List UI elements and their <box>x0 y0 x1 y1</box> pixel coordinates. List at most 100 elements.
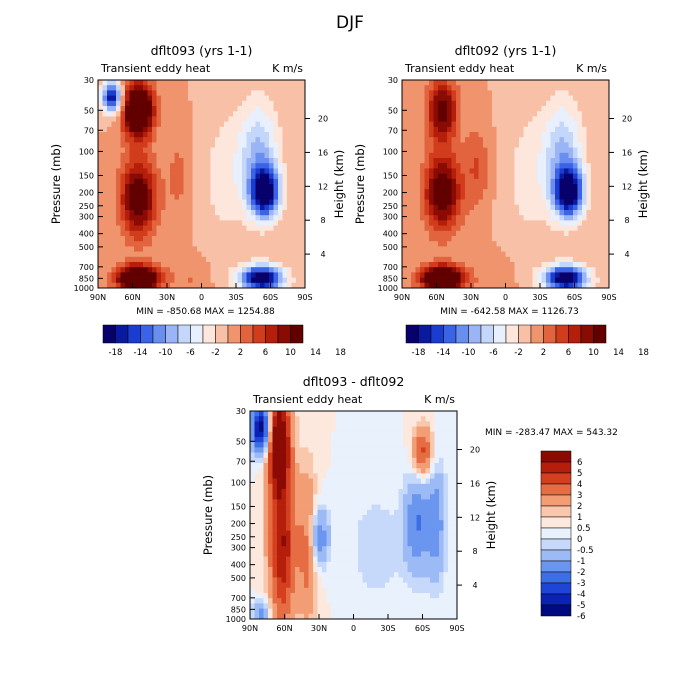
heatmap-cell <box>537 126 542 133</box>
stats-label: MIN = -642.58 MAX = 1126.73 <box>440 307 579 317</box>
heatmap-cell <box>429 225 434 232</box>
heatmap-cell <box>487 184 493 190</box>
heatmap-cell <box>206 168 211 174</box>
heatmap-cell <box>358 494 363 500</box>
heatmap-cell <box>246 147 252 154</box>
heatmap-cell <box>206 282 211 289</box>
heatmap-cell <box>219 85 225 91</box>
heatmap-cell <box>433 225 439 232</box>
heatmap-cell <box>385 515 390 521</box>
heatmap-cell <box>340 478 345 485</box>
heatmap-cell <box>510 100 515 107</box>
heatmap-cell <box>501 272 506 278</box>
heatmap-cell <box>451 282 457 289</box>
heatmap-cell <box>174 100 180 107</box>
heatmap-cell <box>107 282 112 289</box>
heatmap-cell <box>465 80 470 86</box>
heatmap-cell <box>415 220 421 226</box>
heatmap-cell <box>152 95 157 102</box>
heatmap-cell <box>129 236 135 242</box>
heatmap-cell <box>125 116 130 122</box>
heatmap-cell <box>165 194 171 200</box>
heatmap-cell <box>290 442 296 448</box>
heatmap-cell <box>165 168 171 174</box>
heatmap-cell <box>510 236 515 242</box>
heatmap-cell <box>269 142 274 148</box>
heatmap-cell <box>219 267 225 273</box>
heatmap-cell <box>434 525 440 531</box>
heatmap-cell <box>170 178 175 185</box>
heatmap-cell <box>116 100 121 107</box>
heatmap-cell <box>210 163 216 169</box>
heatmap-cell <box>215 173 220 180</box>
heatmap-cell <box>273 210 279 216</box>
heatmap-cell <box>134 111 139 117</box>
heatmap-cell <box>215 204 220 211</box>
heatmap-cell <box>568 282 574 289</box>
heatmap-cell <box>492 194 497 200</box>
heatmap-cell <box>277 515 282 521</box>
heatmap-cell <box>415 147 421 154</box>
heatmap-cell <box>380 499 386 505</box>
heatmap-cell <box>255 236 261 242</box>
heatmap-cell <box>586 137 592 143</box>
heatmap-cell <box>260 189 265 195</box>
heatmap-cell <box>210 215 216 221</box>
heatmap-cell <box>456 80 461 86</box>
heatmap-cell <box>147 215 153 221</box>
heatmap-cell <box>116 85 121 91</box>
heatmap-cell <box>403 473 408 479</box>
heatmap-cell <box>165 282 171 289</box>
heatmap-cell <box>438 199 443 206</box>
heatmap-cell <box>165 95 171 102</box>
heatmap-cell <box>582 215 587 221</box>
heatmap-cell <box>415 142 421 148</box>
heatmap-cell <box>277 411 282 417</box>
heatmap-cell <box>197 126 202 133</box>
heatmap-cell <box>116 267 121 273</box>
heatmap-cell <box>532 225 538 232</box>
heatmap-cell <box>228 163 234 169</box>
heatmap-cell <box>448 447 453 453</box>
heatmap-cell <box>260 267 265 273</box>
heatmap-cell <box>317 463 323 469</box>
heatmap-cell <box>456 236 461 242</box>
heatmap-cell <box>215 272 220 278</box>
heatmap-cell <box>304 504 309 511</box>
heatmap-cell <box>251 189 256 195</box>
heatmap-cell <box>259 431 264 438</box>
heatmap-cell <box>147 251 153 258</box>
heatmap-cell <box>188 210 193 216</box>
heatmap-cell <box>519 85 524 91</box>
heatmap-cell <box>577 80 583 86</box>
colorbar-swatch <box>215 324 229 344</box>
heatmap-cell <box>125 158 130 164</box>
heatmap-cell <box>376 494 381 500</box>
heatmap-cell <box>224 85 229 91</box>
heatmap-cell <box>510 267 515 273</box>
heatmap-cell <box>487 199 493 206</box>
heatmap-cell <box>242 132 247 138</box>
heatmap-cell <box>532 163 538 169</box>
heatmap-cell <box>188 137 193 143</box>
heatmap-cell <box>505 132 511 138</box>
heatmap-cell <box>447 230 452 237</box>
heatmap-cell <box>434 499 440 505</box>
heatmap-cell <box>420 220 425 226</box>
heatmap-cell <box>143 132 148 138</box>
heatmap-cell <box>242 168 247 174</box>
heatmap-cell <box>116 111 121 117</box>
heatmap-cell <box>424 272 430 278</box>
heatmap-cell <box>219 210 225 216</box>
heatmap-cell <box>317 457 323 464</box>
heatmap-cell <box>300 267 306 273</box>
heatmap-cell <box>272 489 278 495</box>
heatmap-cell <box>505 90 511 96</box>
heatmap-cell <box>98 251 103 258</box>
heatmap-cell <box>478 85 484 91</box>
heatmap-cell <box>532 111 538 117</box>
heatmap-cell <box>492 282 497 289</box>
heatmap-cell <box>487 158 493 164</box>
heatmap-cell <box>201 116 207 122</box>
